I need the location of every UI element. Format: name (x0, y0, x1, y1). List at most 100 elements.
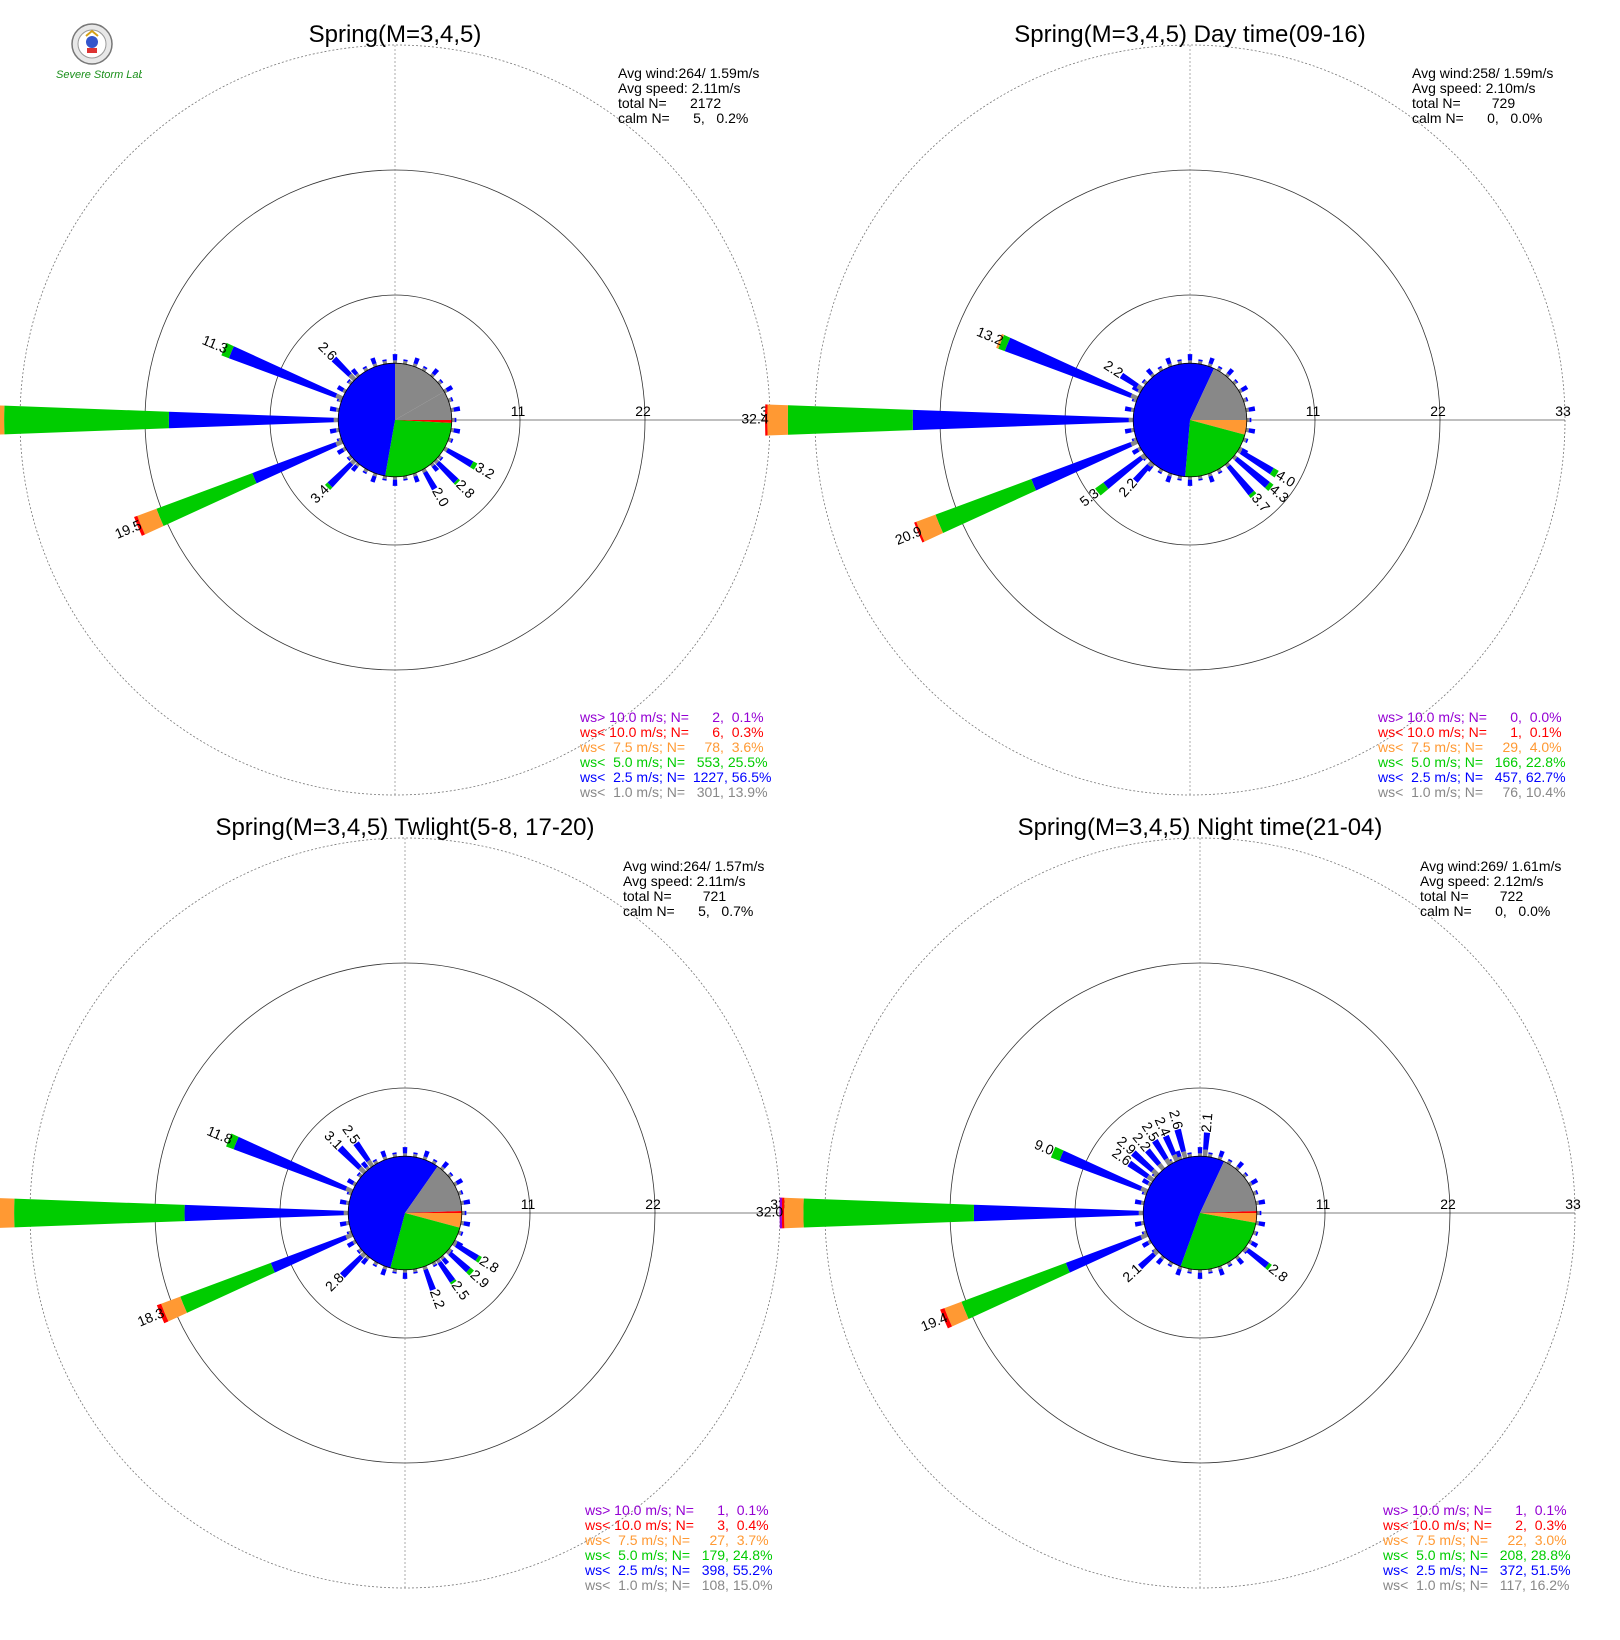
minor-spike-blue (350, 368, 359, 376)
stat-line2: Avg speed: 2.12m/s (1420, 873, 1543, 889)
panel-title: Spring(M=3,4,5) Twlight(5-8, 17-20) (215, 814, 594, 841)
sector-bar-lt2_5 (1246, 1248, 1270, 1269)
sector-bar-lt10 (765, 404, 768, 436)
minor-spike-blue (336, 385, 345, 392)
sector-bar-lt5 (226, 1133, 239, 1150)
sector-bar-lt5 (449, 1279, 457, 1285)
minor-spike-blue (423, 1150, 430, 1158)
sector-bar-lt1 (451, 1241, 458, 1247)
minor-spike-gray (1216, 367, 1222, 372)
minor-spike-blue (1197, 1272, 1203, 1279)
core-slice (405, 1211, 462, 1213)
sector-bar-lt2_5 (1174, 1128, 1186, 1153)
minor-spike-blue (413, 1152, 418, 1155)
sector-bar-lt10 (156, 1303, 169, 1324)
sector-bar-lt1 (335, 439, 344, 447)
legend-entry: ws< 2.5 m/s; N= 1227, 56.5% (579, 769, 771, 785)
minor-spike-blue (433, 1158, 438, 1163)
minor-spike-blue (450, 438, 454, 443)
legend-entry: ws< 7.5 m/s; N= 78, 3.6% (579, 739, 764, 755)
sector-bar-lt1 (345, 1232, 354, 1240)
minor-spike-blue (382, 359, 387, 362)
minor-spike-gray (347, 380, 353, 386)
minor-spike-gray (363, 367, 369, 372)
minor-spike-blue (402, 1272, 408, 1279)
sector-bar-lt5 (466, 1267, 474, 1276)
sector-bar-lt5 (221, 342, 234, 359)
sector-bar-lt5 (1248, 490, 1257, 499)
minor-spike-blue (392, 479, 398, 486)
minor-spike-blue (1245, 397, 1249, 402)
sector-bar-gt10 (779, 1197, 783, 1229)
minor-spike-blue (423, 365, 428, 370)
sector-bar-lt5 (324, 482, 333, 491)
minor-spike-blue (403, 359, 408, 362)
minor-spike-blue (1240, 385, 1249, 392)
sector-bar-lt2_5 (331, 356, 352, 377)
sector-bar-lt5 (14, 1198, 185, 1228)
sector-bar-lt1 (443, 446, 449, 453)
minor-spike-blue (1234, 378, 1239, 384)
legend-entry: ws< 5.0 m/s; N= 553, 25.5% (579, 754, 768, 770)
minor-spike-blue (1197, 1147, 1203, 1154)
minor-spike-gray (347, 454, 353, 460)
minor-spike-gray (1256, 1210, 1260, 1216)
sector-bar-lt1 (348, 373, 357, 382)
minor-spike-blue (1255, 1190, 1259, 1195)
panel-title: Spring(M=3,4,5) Night time(21-04) (1018, 814, 1383, 841)
minor-spike-gray (439, 1165, 445, 1171)
sector-bar-lt7_5 (916, 514, 944, 542)
stat-line1: Avg wind:264/ 1.57m/s (623, 858, 764, 874)
bar-label: 2.2 (427, 1287, 449, 1311)
minor-spike-blue (431, 464, 440, 472)
minor-spike-blue (1177, 359, 1182, 362)
minor-spike-blue (1187, 1271, 1192, 1274)
sector-bar-lt1 (1140, 1186, 1149, 1194)
core-slice (1190, 368, 1247, 420)
sector-bar-lt1 (1136, 383, 1144, 391)
minor-spike-gray (1246, 417, 1250, 423)
minor-spike-gray (1187, 476, 1193, 480)
minor-spike-gray (1248, 1181, 1253, 1187)
minor-spike-blue (1175, 1150, 1182, 1158)
minor-spike-blue (460, 1190, 464, 1195)
minor-spike-blue (362, 470, 367, 475)
minor-spike-blue (1258, 1221, 1266, 1227)
minor-spike-gray (437, 380, 443, 386)
legend-entry: ws< 1.0 m/s; N= 117, 16.2% (1382, 1577, 1570, 1593)
minor-spike-gray (1147, 1239, 1152, 1245)
sector-bar-lt2_5 (1131, 1150, 1155, 1173)
minor-spike-blue (1187, 479, 1193, 486)
sector-bar-lt2_5 (228, 346, 338, 398)
minor-spike-blue (350, 464, 359, 472)
sector-bar-lt2_5 (270, 1235, 348, 1273)
minor-spike-gray (402, 1153, 408, 1157)
minor-spike-blue (1134, 1221, 1142, 1227)
sector-bar-lt7_5 (767, 404, 788, 436)
minor-spike-gray (1142, 380, 1148, 386)
minor-spike-blue (1208, 1271, 1213, 1274)
stat-line4: calm N= 0, 0.0% (1412, 110, 1542, 126)
sector-bar-lt5 (470, 461, 478, 470)
minor-spike-blue (1259, 1210, 1262, 1216)
panel-title: Spring(M=3,4,5) Day time(09-16) (1014, 21, 1365, 48)
minor-spike-blue (1250, 1241, 1259, 1248)
wind-rose-panel-1: 11223332.011.319.52.63.42.02.83.2Spring(… (0, 21, 776, 800)
sector-bar-lt5 (1050, 1146, 1064, 1161)
minor-spike-gray (429, 462, 435, 468)
minor-spike-blue (339, 1199, 347, 1205)
minor-spike-blue (413, 1271, 418, 1274)
sector-bar-lt2_5 (1162, 1134, 1177, 1156)
sector-bar-lt5 (156, 473, 257, 526)
minor-spike-blue (356, 1171, 361, 1177)
minor-spike-gray (392, 360, 398, 364)
minor-spike-gray (461, 1210, 465, 1216)
legend-entry: ws< 7.5 m/s; N= 29, 4.0% (1377, 739, 1562, 755)
minor-spike-blue (1236, 1257, 1245, 1265)
ring-label: 33 (1565, 1196, 1581, 1212)
minor-spike-blue (372, 1158, 377, 1163)
sector-bar-lt2_5 (233, 1136, 348, 1191)
